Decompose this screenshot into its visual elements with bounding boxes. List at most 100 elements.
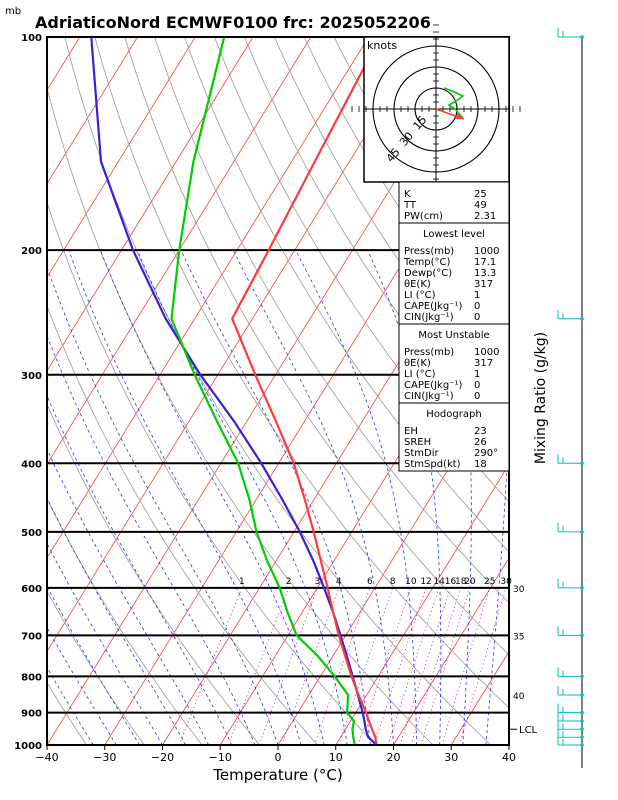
moist-adiabat-line <box>47 626 117 745</box>
hodograph-stats-label: StmDir <box>404 448 439 459</box>
most-unstable-value: 1000 <box>474 347 499 358</box>
hodograph-stats-label: StmSpd(kt) <box>404 459 461 470</box>
lowest-level-value: 17.1 <box>474 257 496 268</box>
isotherm-line <box>47 37 312 466</box>
moist-adiabat-line <box>47 334 256 745</box>
mixing-ratio-line <box>420 587 471 745</box>
pressure-tick-label: 700 <box>21 631 42 642</box>
temperature-tick-label: 20 <box>387 751 401 764</box>
lowest-level-value: 13.3 <box>474 268 496 279</box>
isotherm-line <box>47 37 369 559</box>
hodograph-stats-value: 23 <box>474 426 487 437</box>
mixing-ratio-label: 25 <box>484 577 495 587</box>
temperature-tick-label: −40 <box>35 751 58 764</box>
temperature-tick-label: 30 <box>444 751 458 764</box>
hodograph-stats-title: Hodograph <box>426 409 481 420</box>
mixing-ratio-line <box>314 587 371 745</box>
isotherm-line <box>47 37 196 278</box>
lowest-level-value: 317 <box>474 279 493 290</box>
wind-profile <box>557 28 584 768</box>
most-unstable-value: 1 <box>474 369 480 380</box>
mixing-ratio-label: 2 <box>286 577 292 587</box>
most-unstable-value: 0 <box>474 391 480 402</box>
y2-axis-label: Mixing Ratio (g/kg) <box>533 332 549 464</box>
most-unstable-label: CAPE(Jkg⁻¹) <box>404 380 462 391</box>
mixing-ratio-label: 4 <box>336 577 342 587</box>
mixing-ratio-label: 12 <box>420 577 431 587</box>
hodograph-stats-box <box>398 402 510 472</box>
moist-adiabat-line <box>47 265 279 745</box>
lowest-level-label: θE(K) <box>404 279 431 290</box>
theta-label: 40 <box>513 692 525 702</box>
stats-panel-background <box>399 182 509 471</box>
dry-adiabat-line <box>544 37 618 745</box>
dry-adiabat-line <box>47 403 261 745</box>
index-value: 49 <box>474 200 487 211</box>
pressure-tick-label: 1000 <box>14 741 42 752</box>
dry-adiabat-line <box>154 37 509 604</box>
pressure-tick-label: 100 <box>21 33 42 44</box>
temperature-tick-label: 0 <box>275 751 282 764</box>
lowest-level-label: Dewp(°C) <box>404 268 452 279</box>
lowest-level-value: 1000 <box>474 246 499 257</box>
temperature-tick-label: 10 <box>329 751 343 764</box>
dry-adiabat-line <box>514 37 618 745</box>
hodograph-stats-value: 290° <box>474 448 498 459</box>
mixing-ratio-label: 18 <box>455 577 467 587</box>
moist-adiabat-line <box>47 394 233 745</box>
lowest-level-label: Temp(°C) <box>403 257 451 268</box>
mixing-ratio-label: 1 <box>239 577 245 587</box>
moist-adiabat-line <box>47 448 210 745</box>
temperature-tick-label: −10 <box>209 751 232 764</box>
mixing-ratio-label: 8 <box>390 577 396 587</box>
pressure-tick-label: 900 <box>21 709 42 720</box>
pressure-tick-label: 300 <box>21 371 42 382</box>
mixing-ratio-line <box>178 587 243 745</box>
pressure-tick-label: 400 <box>21 459 42 470</box>
dry-adiabat-line <box>47 305 318 745</box>
lowest-level-label: CIN(Jkg⁻¹) <box>404 312 454 323</box>
mixing-ratio-label: 30 <box>500 577 512 587</box>
mixing-ratio-line <box>399 587 451 745</box>
index-value: 25 <box>474 189 487 200</box>
pressure-tick-label: 500 <box>21 528 42 539</box>
pressure-tick-label: 200 <box>21 246 42 257</box>
moist-adiabat-line <box>508 741 509 745</box>
mixing-ratio-line <box>258 587 318 745</box>
hodograph-stats-label: SREH <box>404 437 431 448</box>
most-unstable-label: CIN(Jkg⁻¹) <box>404 391 454 402</box>
most-unstable-value: 0 <box>474 380 480 391</box>
dry-adiabat-line <box>47 590 145 745</box>
mixing-ratio-label: 14 <box>433 577 445 587</box>
dry-adiabat-line <box>214 37 509 503</box>
isotherm-line <box>393 557 509 745</box>
moist-adiabat-line <box>180 249 371 745</box>
temperature-tick-label: −30 <box>93 751 116 764</box>
isotherm-line <box>47 37 138 185</box>
index-value: 2.31 <box>474 211 496 222</box>
sounding-profiles <box>90 37 382 745</box>
hodograph-stats-value: 18 <box>474 459 487 470</box>
index-label: PW(cm) <box>404 211 443 222</box>
isotherm-line <box>0 37 22 745</box>
mixing-ratio-label: 6 <box>367 577 373 587</box>
mixing-ratio-label: 10 <box>405 577 417 587</box>
mixing-ratio-label: 16 <box>445 577 457 587</box>
hodograph-stats-label: EH <box>404 426 418 437</box>
pressure-tick-label: 600 <box>21 584 42 595</box>
most-unstable-value: 317 <box>474 358 493 369</box>
lowest-level-title: Lowest level <box>423 229 485 240</box>
lcl-marker: LCL <box>509 725 538 736</box>
moist-adiabat-line <box>100 249 325 745</box>
temperature-tick-label: −20 <box>151 751 174 764</box>
theta-label: 35 <box>513 632 524 642</box>
storm-motion-arrowhead <box>456 113 464 119</box>
dry-adiabat-line <box>124 37 509 656</box>
parcel-trace <box>90 37 378 745</box>
lowest-level-label: Press(mb) <box>404 246 454 257</box>
theta-labels: 30 35 40 <box>513 585 525 702</box>
dry-adiabat-line <box>94 37 509 709</box>
diagram-background-lines <box>0 37 618 745</box>
